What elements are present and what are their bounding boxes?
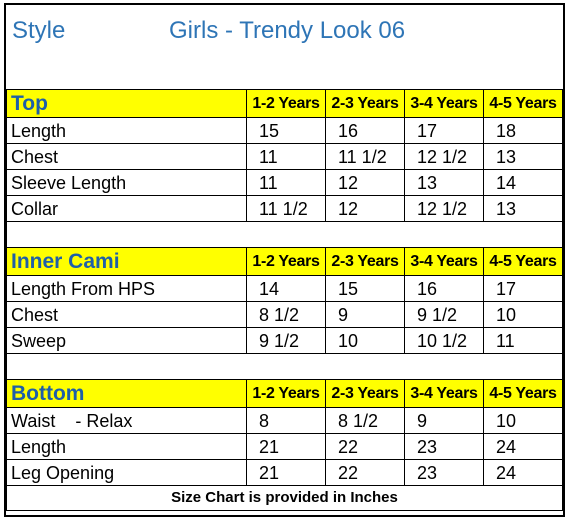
cell-value: 15 — [325, 275, 405, 302]
cell-value: 24 — [483, 459, 563, 486]
spacer-row — [6, 221, 563, 248]
spacer-cell — [6, 353, 563, 380]
size-header: 3-4 Years — [404, 89, 484, 118]
cell-value: 21 — [246, 433, 326, 460]
cell-value: 9 — [325, 301, 405, 328]
footer-row: Size Chart is provided in Inches — [6, 485, 563, 511]
table-row: Length 15 16 17 18 — [6, 117, 563, 144]
table-row: Chest 11 11 1/2 12 1/2 13 — [6, 143, 563, 170]
cell-value: 13 — [483, 143, 563, 170]
size-header: 3-4 Years — [404, 379, 484, 408]
size-header: 4-5 Years — [483, 89, 563, 118]
cell-value: 23 — [404, 433, 484, 460]
table-row: Collar 11 1/2 12 12 1/2 13 — [6, 195, 563, 222]
table-row: Length 21 22 23 24 — [6, 433, 563, 460]
cell-value: 10 — [483, 301, 563, 328]
cell-value: 11 — [483, 327, 563, 354]
row-label: Leg Opening — [6, 459, 247, 486]
cell-value: 13 — [483, 195, 563, 222]
section-title: Top — [6, 89, 247, 118]
cell-value: 14 — [483, 169, 563, 196]
cell-value: 16 — [325, 117, 405, 144]
cell-value: 9 1/2 — [246, 327, 326, 354]
row-label: Sweep — [6, 327, 247, 354]
cell-value: 22 — [325, 433, 405, 460]
size-header: 3-4 Years — [404, 247, 484, 276]
table-row: Length From HPS 14 15 16 17 — [6, 275, 563, 302]
size-header: 2-3 Years — [325, 89, 405, 118]
size-header: 1-2 Years — [246, 247, 326, 276]
cell-value: 23 — [404, 459, 484, 486]
table-row: Leg Opening 21 22 23 24 — [6, 459, 563, 486]
cell-value: 11 — [246, 169, 326, 196]
title-row: Style Girls - Trendy Look 06 — [6, 5, 563, 90]
row-label: Sleeve Length — [6, 169, 247, 196]
size-chart-sheet: Style Girls - Trendy Look 06 Top 1-2 Yea… — [4, 3, 565, 517]
size-table: Top 1-2 Years 2-3 Years 3-4 Years 4-5 Ye… — [6, 89, 563, 511]
footer-note: Size Chart is provided in Inches — [6, 485, 563, 511]
section-header-top: Top 1-2 Years 2-3 Years 3-4 Years 4-5 Ye… — [6, 89, 563, 118]
section-header-inner-cami: Inner Cami 1-2 Years 2-3 Years 3-4 Years… — [6, 247, 563, 276]
row-label: Waist - Relax — [6, 407, 247, 434]
size-header: 4-5 Years — [483, 247, 563, 276]
cell-value: 11 — [246, 143, 326, 170]
cell-value: 15 — [246, 117, 326, 144]
cell-value: 21 — [246, 459, 326, 486]
cell-value: 13 — [404, 169, 484, 196]
cell-value: 11 1/2 — [325, 143, 405, 170]
size-header: 1-2 Years — [246, 89, 326, 118]
style-label: Style — [12, 17, 66, 44]
table-row: Sleeve Length 11 12 13 14 — [6, 169, 563, 196]
cell-value: 18 — [483, 117, 563, 144]
cell-value: 12 — [325, 195, 405, 222]
cell-value: 10 — [325, 327, 405, 354]
spacer-row — [6, 353, 563, 380]
cell-value: 8 — [246, 407, 326, 434]
table-row: Waist - Relax 8 8 1/2 9 10 — [6, 407, 563, 434]
table-row: Chest 8 1/2 9 9 1/2 10 — [6, 301, 563, 328]
cell-value: 12 1/2 — [404, 195, 484, 222]
size-header: 2-3 Years — [325, 247, 405, 276]
cell-value: 11 1/2 — [246, 195, 326, 222]
cell-value: 16 — [404, 275, 484, 302]
section-title: Bottom — [6, 379, 247, 408]
size-header: 4-5 Years — [483, 379, 563, 408]
cell-value: 17 — [483, 275, 563, 302]
row-label: Length — [6, 433, 247, 460]
cell-value: 14 — [246, 275, 326, 302]
row-label: Length From HPS — [6, 275, 247, 302]
size-header: 1-2 Years — [246, 379, 326, 408]
row-label: Chest — [6, 301, 247, 328]
cell-value: 10 — [483, 407, 563, 434]
cell-value: 24 — [483, 433, 563, 460]
table-row: Sweep 9 1/2 10 10 1/2 11 — [6, 327, 563, 354]
cell-value: 9 1/2 — [404, 301, 484, 328]
row-label: Chest — [6, 143, 247, 170]
section-title: Inner Cami — [6, 247, 247, 276]
row-label: Length — [6, 117, 247, 144]
cell-value: 17 — [404, 117, 484, 144]
spacer-cell — [6, 221, 563, 248]
cell-value: 8 1/2 — [246, 301, 326, 328]
cell-value: 9 — [404, 407, 484, 434]
style-name: Girls - Trendy Look 06 — [169, 17, 406, 44]
cell-value: 12 — [325, 169, 405, 196]
cell-value: 22 — [325, 459, 405, 486]
size-header: 2-3 Years — [325, 379, 405, 408]
section-header-bottom: Bottom 1-2 Years 2-3 Years 3-4 Years 4-5… — [6, 379, 563, 408]
row-label: Collar — [6, 195, 247, 222]
cell-value: 8 1/2 — [325, 407, 405, 434]
cell-value: 12 1/2 — [404, 143, 484, 170]
cell-value: 10 1/2 — [404, 327, 484, 354]
